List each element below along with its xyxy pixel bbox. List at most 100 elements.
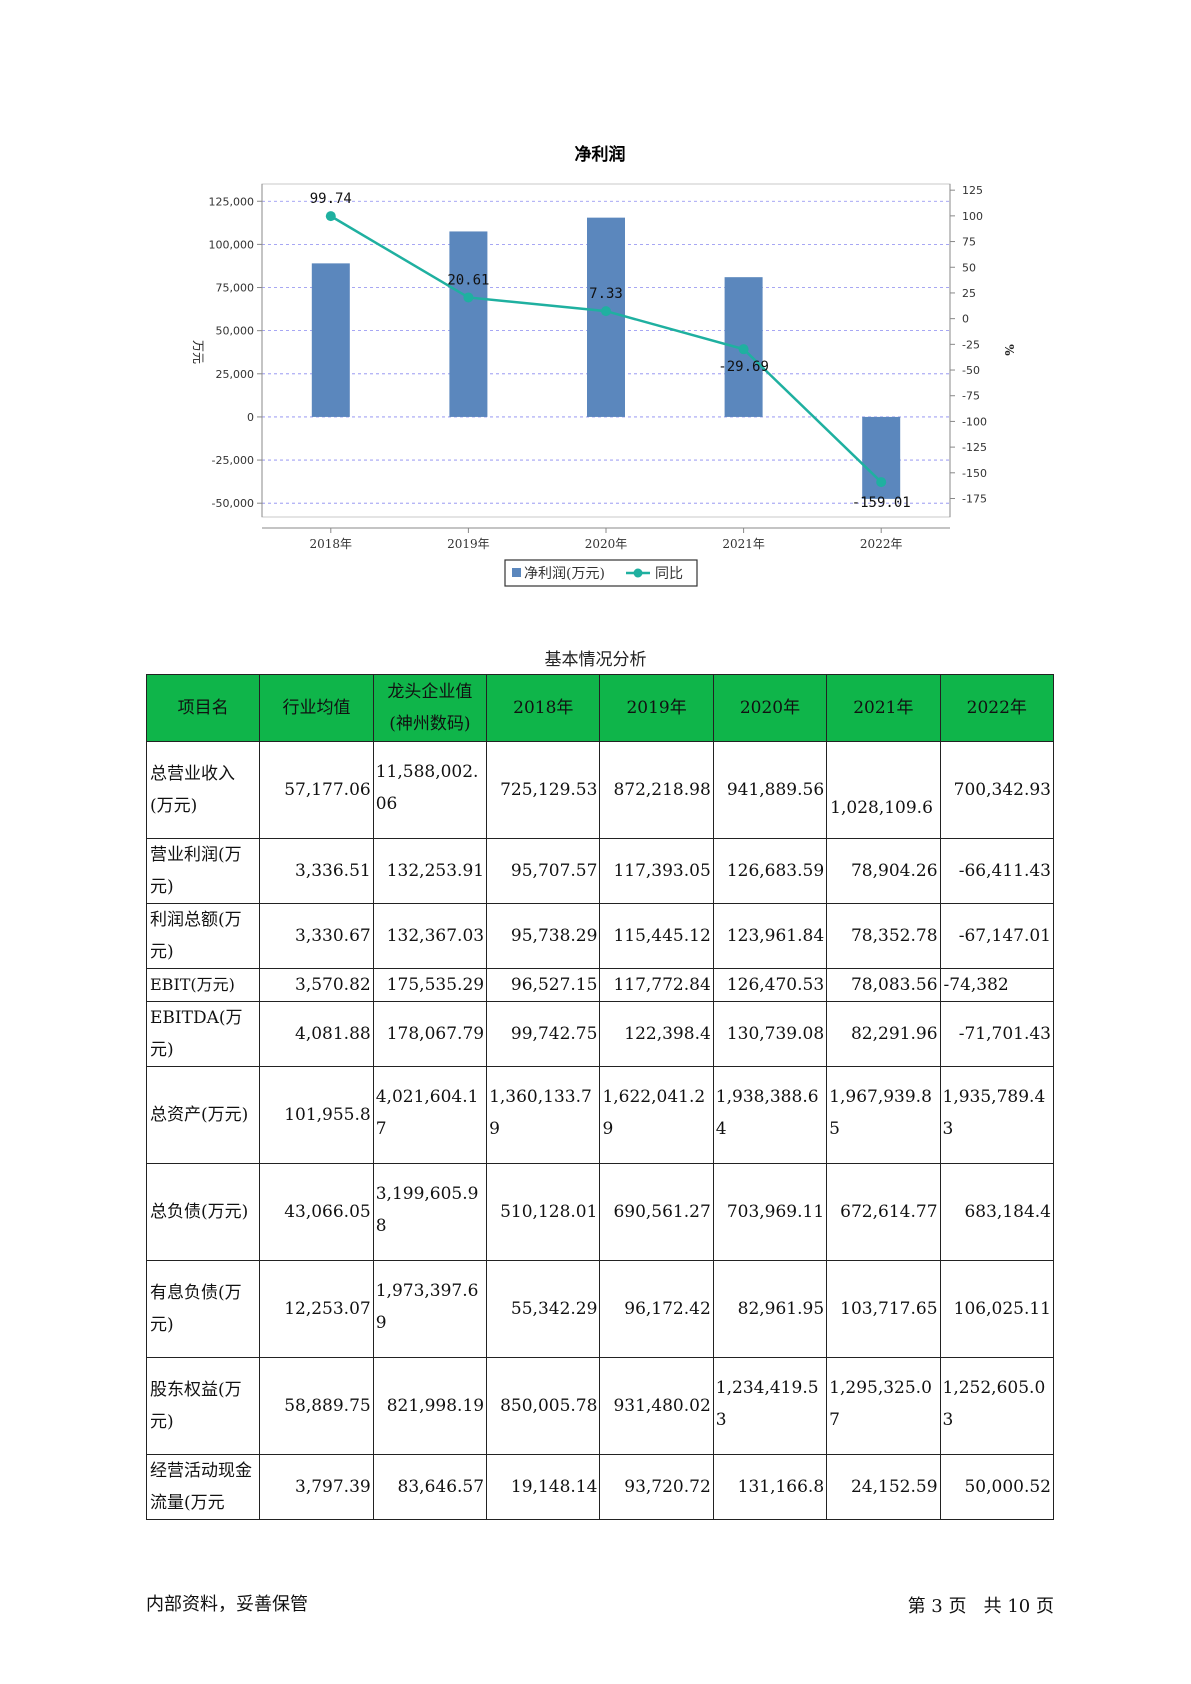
table-cell: 1,360,133.79	[486, 1066, 601, 1164]
legend-line-marker	[633, 568, 643, 578]
table-cell: 683,184.4	[939, 1163, 1055, 1261]
right-tick-label: -25	[962, 338, 980, 351]
table-cell: 1,234,419.53	[712, 1357, 828, 1455]
table-row: 利润总额(万元) 3,330.67 132,367.03 95,738.29 1…	[145, 903, 1055, 969]
table-cell: 103,717.65	[826, 1260, 941, 1358]
table-cell: 117,772.84	[599, 968, 714, 1002]
left-tick-label: -25,000	[212, 454, 254, 467]
x-tick-label: 2020年	[585, 537, 628, 551]
table-cell: 672,614.77	[826, 1163, 941, 1261]
table-cell: 利润总额(万元)	[145, 903, 261, 969]
table-cell: 96,172.42	[599, 1260, 714, 1358]
left-axis-label: 万元	[191, 340, 205, 364]
header-item-name: 项目名	[145, 674, 261, 742]
legend-box	[504, 559, 698, 587]
right-tick-label: 0	[962, 313, 969, 326]
table-cell: 57,177.06	[259, 741, 374, 839]
table-cell: 96,527.15	[486, 968, 601, 1002]
x-tick-label: 2022年	[860, 537, 903, 551]
table-cell: 总营业收入(万元)	[145, 741, 261, 839]
left-tick-label: 50,000	[216, 325, 255, 338]
table-cell: 4,081.88	[259, 1001, 374, 1067]
table-row: 营业利润(万元) 3,336.51 132,253.91 95,707.57 1…	[145, 838, 1055, 904]
table-header-row: 项目名 行业均值 龙头企业值(神州数码) 2018年 2019年 2020年 2…	[145, 674, 1055, 742]
right-tick-label: 100	[962, 210, 983, 223]
data-label: 7.33	[589, 286, 623, 302]
table-cell: 130,739.08	[712, 1001, 828, 1067]
header-industry-avg: 行业均值	[259, 674, 374, 742]
table-cell: 850,005.78	[486, 1357, 601, 1455]
table-cell: 1,967,939.85	[826, 1066, 941, 1164]
table-cell: 941,889.56	[712, 741, 828, 839]
table-cell: 82,961.95	[712, 1260, 828, 1358]
table-cell: -66,411.43	[939, 838, 1055, 904]
table-cell: 3,199,605.98	[372, 1163, 488, 1261]
table-cell: 3,336.51	[259, 838, 374, 904]
table-cell: 43,066.05	[259, 1163, 374, 1261]
right-tick-label: -175	[962, 493, 987, 506]
table-cell: EBITDA(万元)	[145, 1001, 261, 1067]
data-label: 99.74	[310, 191, 352, 207]
table-cell: EBIT(万元)	[145, 968, 261, 1002]
legend-bar-swatch	[512, 568, 521, 577]
footer-confidential-note: 内部资料，妥善保管	[146, 1594, 308, 1615]
table-caption: 基本情况分析	[544, 650, 647, 670]
table-cell: 132,367.03	[372, 903, 488, 969]
table-cell: 58,889.75	[259, 1357, 374, 1455]
table-cell: 106,025.11	[939, 1260, 1055, 1358]
table-cell: 总资产(万元)	[145, 1066, 261, 1164]
table-cell: -74,382	[939, 968, 1055, 1002]
table-cell: 131,166.8	[712, 1454, 828, 1520]
table-cell: 123,961.84	[712, 903, 828, 969]
header-leader-value: 龙头企业值(神州数码)	[372, 674, 488, 742]
right-tick-label: -125	[962, 441, 987, 454]
basic-analysis-table: 项目名 行业均值 龙头企业值(神州数码) 2018年 2019年 2020年 2…	[145, 674, 1055, 1520]
left-tick-label: -50,000	[212, 497, 254, 510]
table-cell: 1,973,397.69	[372, 1260, 488, 1358]
table-cell: 经营活动现金流量(万元	[145, 1454, 261, 1520]
header-2018: 2018年	[486, 674, 601, 742]
table-cell: 126,683.59	[712, 838, 828, 904]
table-cell: 1,935,789.43	[939, 1066, 1055, 1164]
table-cell: 有息负债(万元)	[145, 1260, 261, 1358]
footer-page-number: 第 3 页 共 10 页	[907, 1596, 1054, 1617]
left-axis-ticks: 125,000 100,000 75,000 50,000 25,000 0 -25,000…	[209, 195, 262, 510]
yoy-point	[325, 211, 336, 222]
right-tick-label: 25	[962, 287, 976, 300]
table-cell: 19,148.14	[486, 1454, 601, 1520]
x-axis-ticks: 2018年 2019年 2020年 2021年 2022年	[310, 528, 903, 551]
right-axis-ticks: 125 100 75 50 25 0 -25 -50 -75 -100 -125 -150 -175	[950, 184, 987, 506]
table-cell: 78,904.26	[826, 838, 941, 904]
table-cell: 股东权益(万元)	[145, 1357, 261, 1455]
right-tick-label: 125	[962, 184, 983, 197]
table-row: EBIT(万元) 3,570.82 175,535.29 96,527.15 1…	[145, 968, 1055, 1002]
table-cell: 1,295,325.07	[826, 1357, 941, 1455]
table-cell: 1,252,605.03	[939, 1357, 1055, 1455]
table-cell: 3,570.82	[259, 968, 374, 1002]
table-cell: 931,480.02	[599, 1357, 714, 1455]
bar-2020年	[587, 217, 625, 417]
legend-bar-label: 净利润(万元)	[524, 566, 605, 582]
table-row: 经营活动现金流量(万元 3,797.39 83,646.57 19,148.14…	[145, 1454, 1055, 1520]
table-cell: 99,742.75	[486, 1001, 601, 1067]
left-tick-label: 100,000	[209, 238, 255, 251]
table-cell: 178,067.79	[372, 1001, 488, 1067]
table-cell: 82,291.96	[826, 1001, 941, 1067]
table-cell: 117,393.05	[599, 838, 714, 904]
header-2021: 2021年	[826, 674, 941, 742]
table-cell: 95,707.57	[486, 838, 601, 904]
right-tick-label: -150	[962, 467, 987, 480]
table-cell: 78,352.78	[826, 903, 941, 969]
table-cell: 821,998.19	[372, 1357, 488, 1455]
table-row: EBITDA(万元) 4,081.88 178,067.79 99,742.75…	[145, 1001, 1055, 1067]
yoy-point	[876, 477, 887, 488]
table-cell: 3,330.67	[259, 903, 374, 969]
header-2022: 2022年	[939, 674, 1055, 742]
table-cell: 11,588,002.06	[372, 741, 488, 839]
table-cell: 101,955.8	[259, 1066, 374, 1164]
net-profit-chart: 净利润 125,000 100,000 75,000 50,000 25,000 0 -25…	[0, 0, 1191, 600]
data-label: -159.01	[852, 495, 911, 511]
table-cell: 132,253.91	[372, 838, 488, 904]
table-cell: 510,128.01	[486, 1163, 601, 1261]
table-cell: 78,083.56	[826, 968, 941, 1002]
